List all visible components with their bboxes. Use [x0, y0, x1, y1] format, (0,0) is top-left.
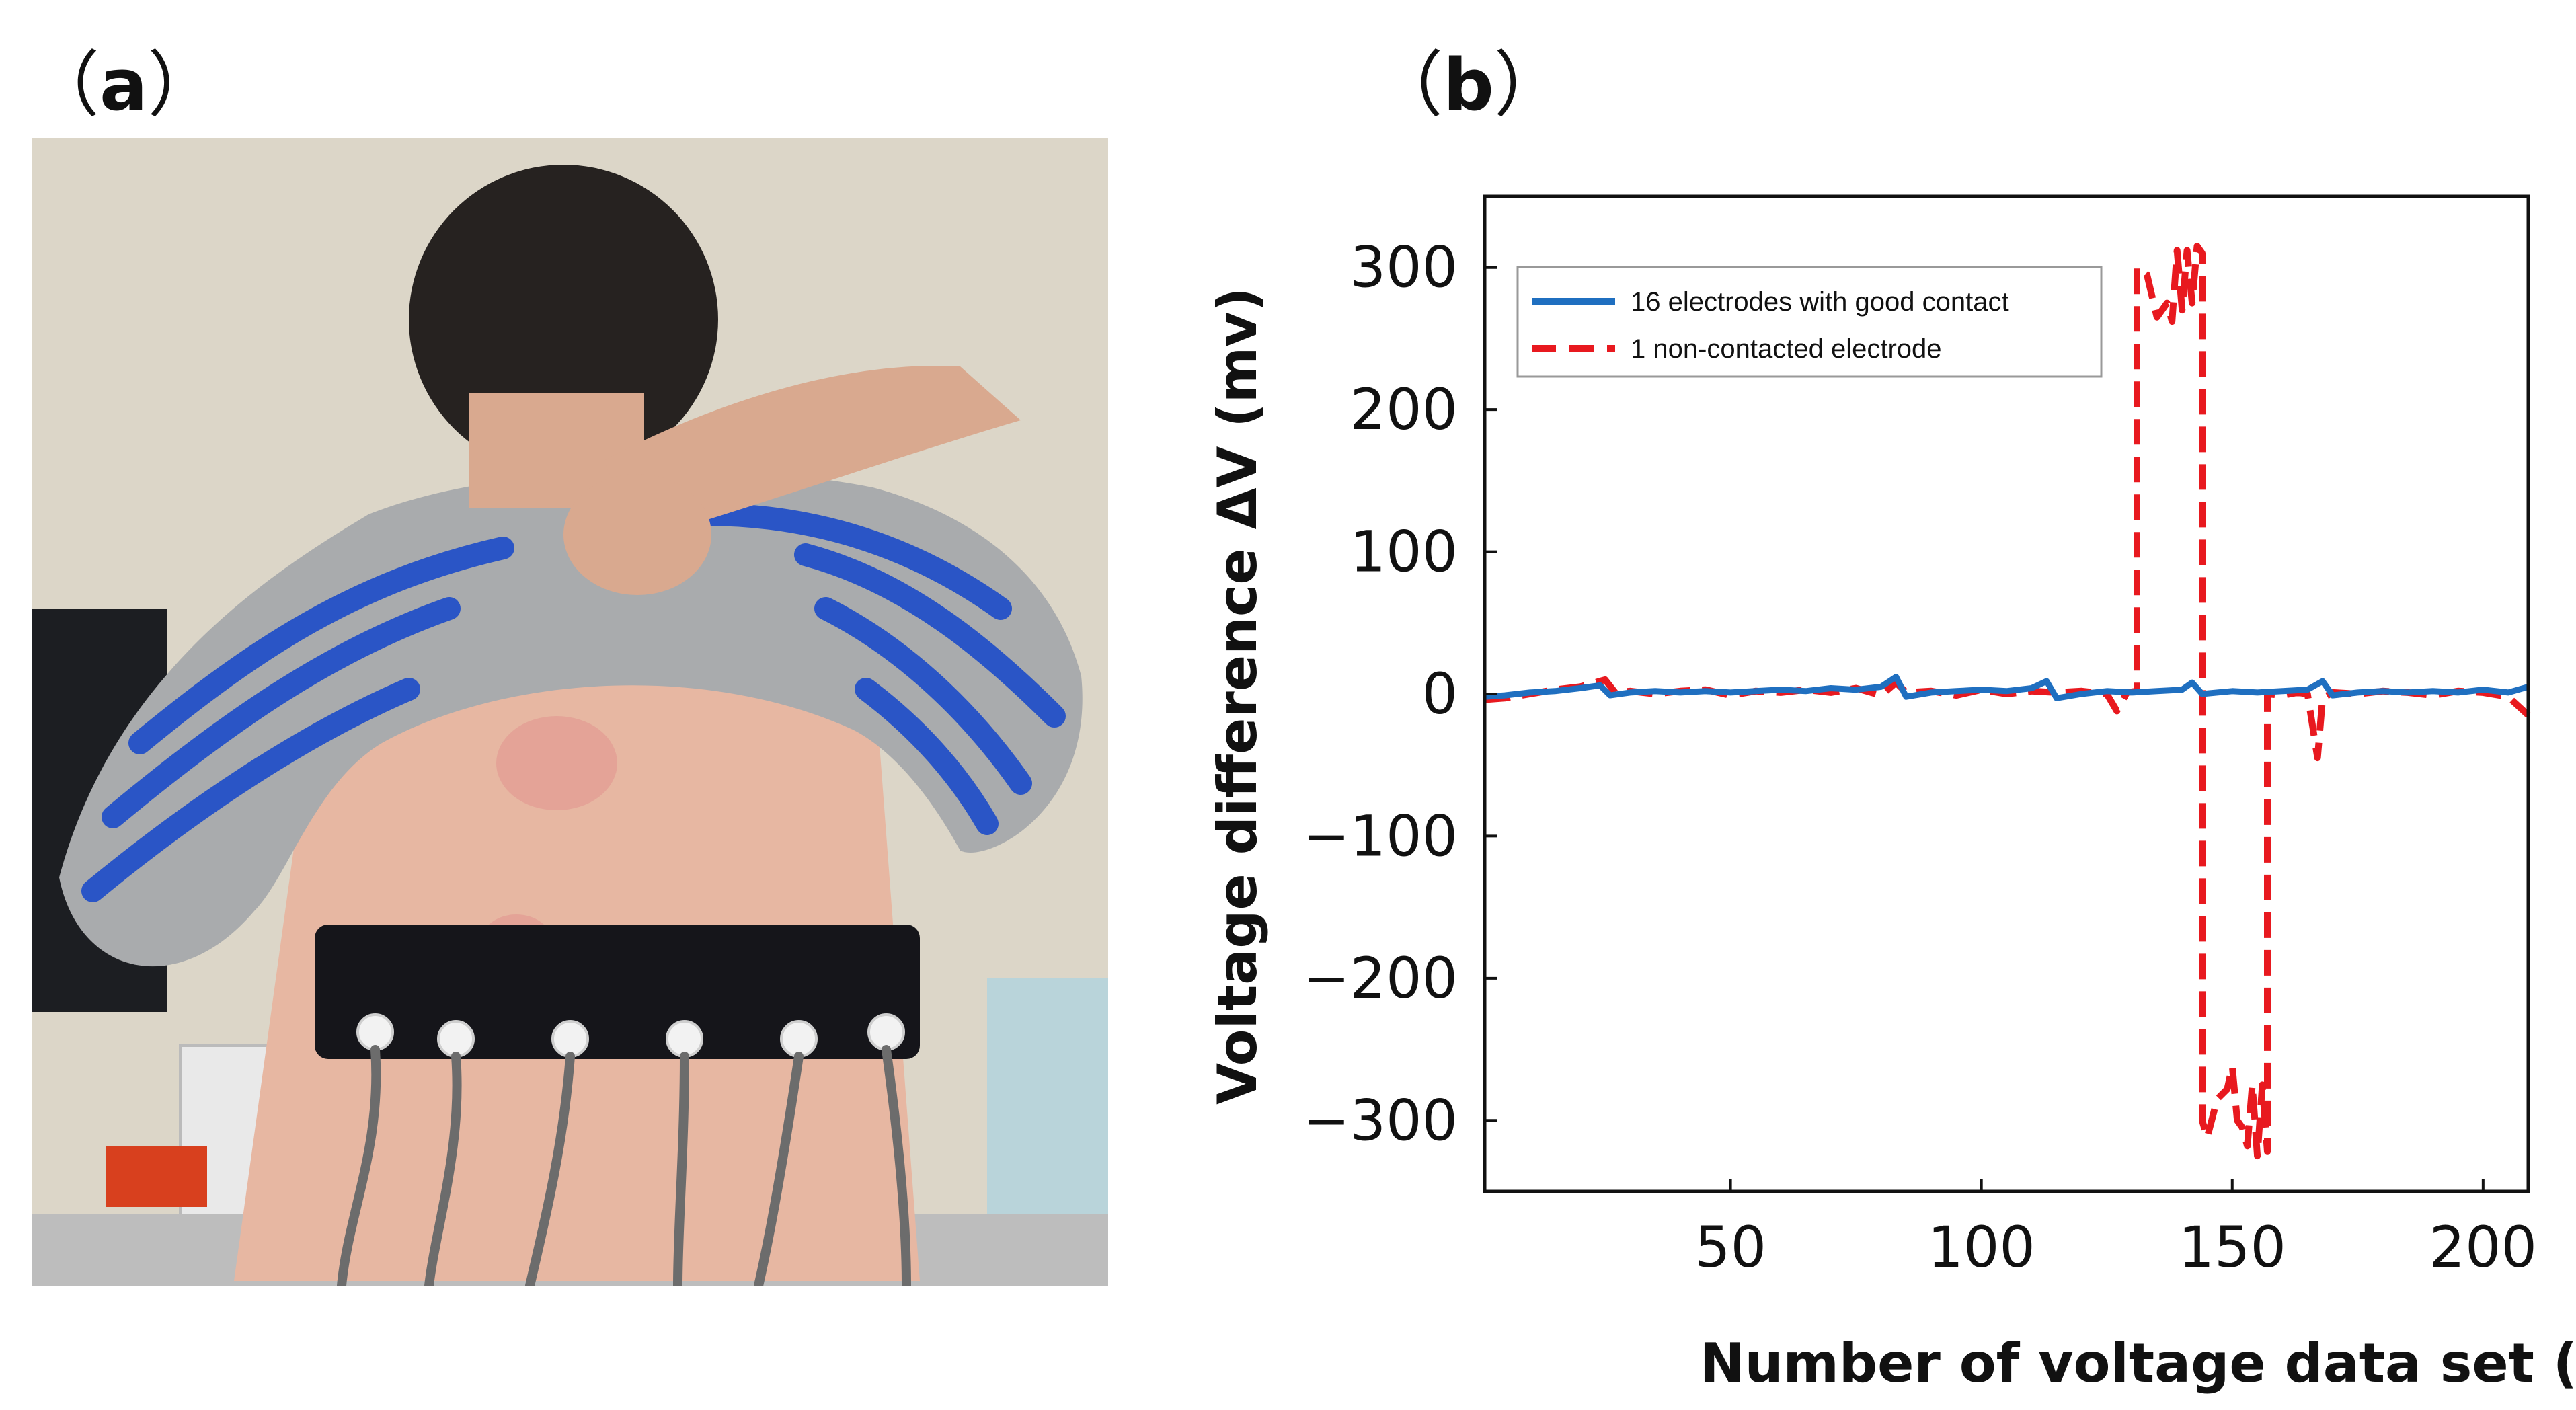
electrode-belt-photo — [32, 138, 1108, 1286]
series-line-non-contacted — [1484, 243, 2531, 1160]
y-tick-label: 0 — [1422, 661, 1458, 727]
x-tick-label: 50 — [1694, 1214, 1766, 1280]
y-tick-label: 200 — [1350, 377, 1458, 442]
x-ticks: 50 100 150 200 — [1694, 1179, 2537, 1280]
raised-arm — [604, 366, 1021, 541]
legend-label-noncontact: 1 non-contacted electrode — [1631, 334, 1942, 364]
y-axis-title: Voltage difference ΔV (mv) — [1206, 287, 1269, 1105]
x-tick-label: 100 — [1928, 1214, 2035, 1280]
legend: 16 electrodes with good contact 1 non-co… — [1516, 266, 2103, 378]
panel-a-label: （a） — [28, 44, 219, 126]
rash-spot — [496, 716, 617, 810]
y-tick-label: −200 — [1302, 945, 1458, 1011]
y-tick-label: 100 — [1350, 519, 1458, 585]
x-axis-title: Number of voltage data set (points) — [1700, 1332, 2576, 1395]
electrode-leads — [337, 1045, 911, 1286]
shirt — [59, 469, 1083, 967]
x-tick-label: 150 — [2179, 1214, 2286, 1280]
series-line-good-contact — [1484, 674, 2530, 701]
y-tick-label: 300 — [1350, 235, 1458, 301]
legend-box — [1516, 266, 2103, 378]
y-tick-label: −300 — [1302, 1087, 1458, 1153]
y-tick-label: −100 — [1302, 803, 1458, 869]
red-tray — [106, 1146, 207, 1207]
legend-label-good: 16 electrodes with good contact — [1631, 287, 2009, 317]
x-tick-label: 200 — [2429, 1214, 2537, 1280]
y-ticks: 300 200 100 0 −100 −200 −300 — [1302, 235, 1497, 1153]
chart-marks — [1484, 243, 2531, 1160]
hand — [563, 474, 711, 595]
panel-b-label: （b） — [1372, 44, 1565, 126]
electrodes — [356, 1013, 905, 1058]
shirt-stripes — [81, 503, 1066, 902]
